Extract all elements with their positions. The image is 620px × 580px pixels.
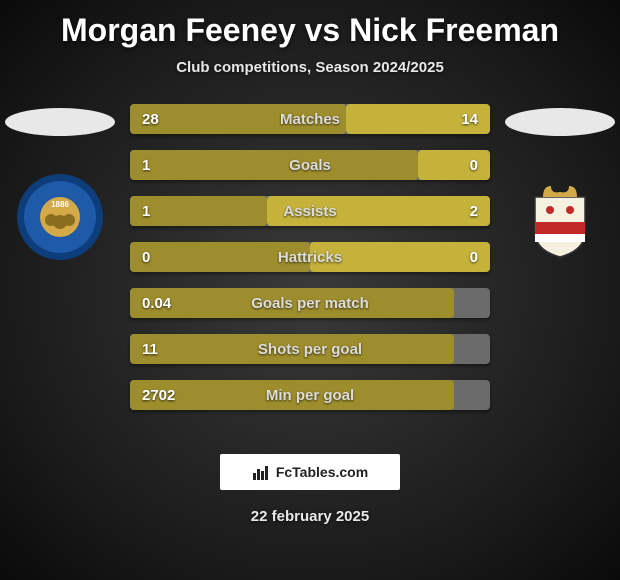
page-subtitle: Club competitions, Season 2024/2025 — [0, 59, 620, 76]
right-ellipse — [505, 108, 615, 136]
stat-value-right: 0 — [420, 157, 490, 174]
svg-text:1886: 1886 — [51, 200, 69, 209]
stat-value-left: 0.04 — [130, 295, 200, 312]
left-ellipse — [5, 108, 115, 136]
stat-label: Goals — [200, 157, 420, 174]
stat-value-right: 2 — [420, 203, 490, 220]
stat-label: Min per goal — [200, 387, 420, 404]
page-title: Morgan Feeney vs Nick Freeman — [0, 0, 620, 49]
stat-value-left: 0 — [130, 249, 200, 266]
chart-icon — [252, 463, 270, 481]
stat-value-left: 2702 — [130, 387, 200, 404]
date-label: 22 february 2025 — [0, 508, 620, 525]
stat-row: 0.04Goals per match — [130, 288, 490, 318]
shrewsbury-crest-icon: 1886 — [15, 172, 105, 262]
stat-row: 11Shots per goal — [130, 334, 490, 364]
stat-bars: 28Matches141Goals01Assists20Hattricks00.… — [130, 104, 490, 410]
left-player-column: 1886 — [0, 104, 120, 262]
stat-label: Shots per goal — [200, 341, 420, 358]
stat-value-right: 0 — [420, 249, 490, 266]
stat-value-left: 1 — [130, 203, 200, 220]
stat-label: Assists — [200, 203, 420, 220]
stat-row: 1Assists2 — [130, 196, 490, 226]
stat-value-left: 11 — [130, 341, 200, 358]
stat-row: 28Matches14 — [130, 104, 490, 134]
comparison-panel: 1886 28Matches141Goals01Assists20Hattric… — [0, 104, 620, 424]
stat-value-left: 28 — [130, 111, 200, 128]
right-player-column — [500, 104, 620, 262]
stat-row: 0Hattricks0 — [130, 242, 490, 272]
stat-row: 1Goals0 — [130, 150, 490, 180]
stat-value-right: 14 — [420, 111, 490, 128]
stevenage-crest-icon — [515, 172, 605, 262]
stat-row: 2702Min per goal — [130, 380, 490, 410]
stat-label: Goals per match — [200, 295, 420, 312]
right-club-crest — [515, 172, 605, 262]
stat-label: Matches — [200, 111, 420, 128]
stat-value-left: 1 — [130, 157, 200, 174]
attribution-text: FcTables.com — [276, 464, 368, 480]
stat-label: Hattricks — [200, 249, 420, 266]
left-club-crest: 1886 — [15, 172, 105, 262]
attribution-badge: FcTables.com — [220, 454, 400, 490]
